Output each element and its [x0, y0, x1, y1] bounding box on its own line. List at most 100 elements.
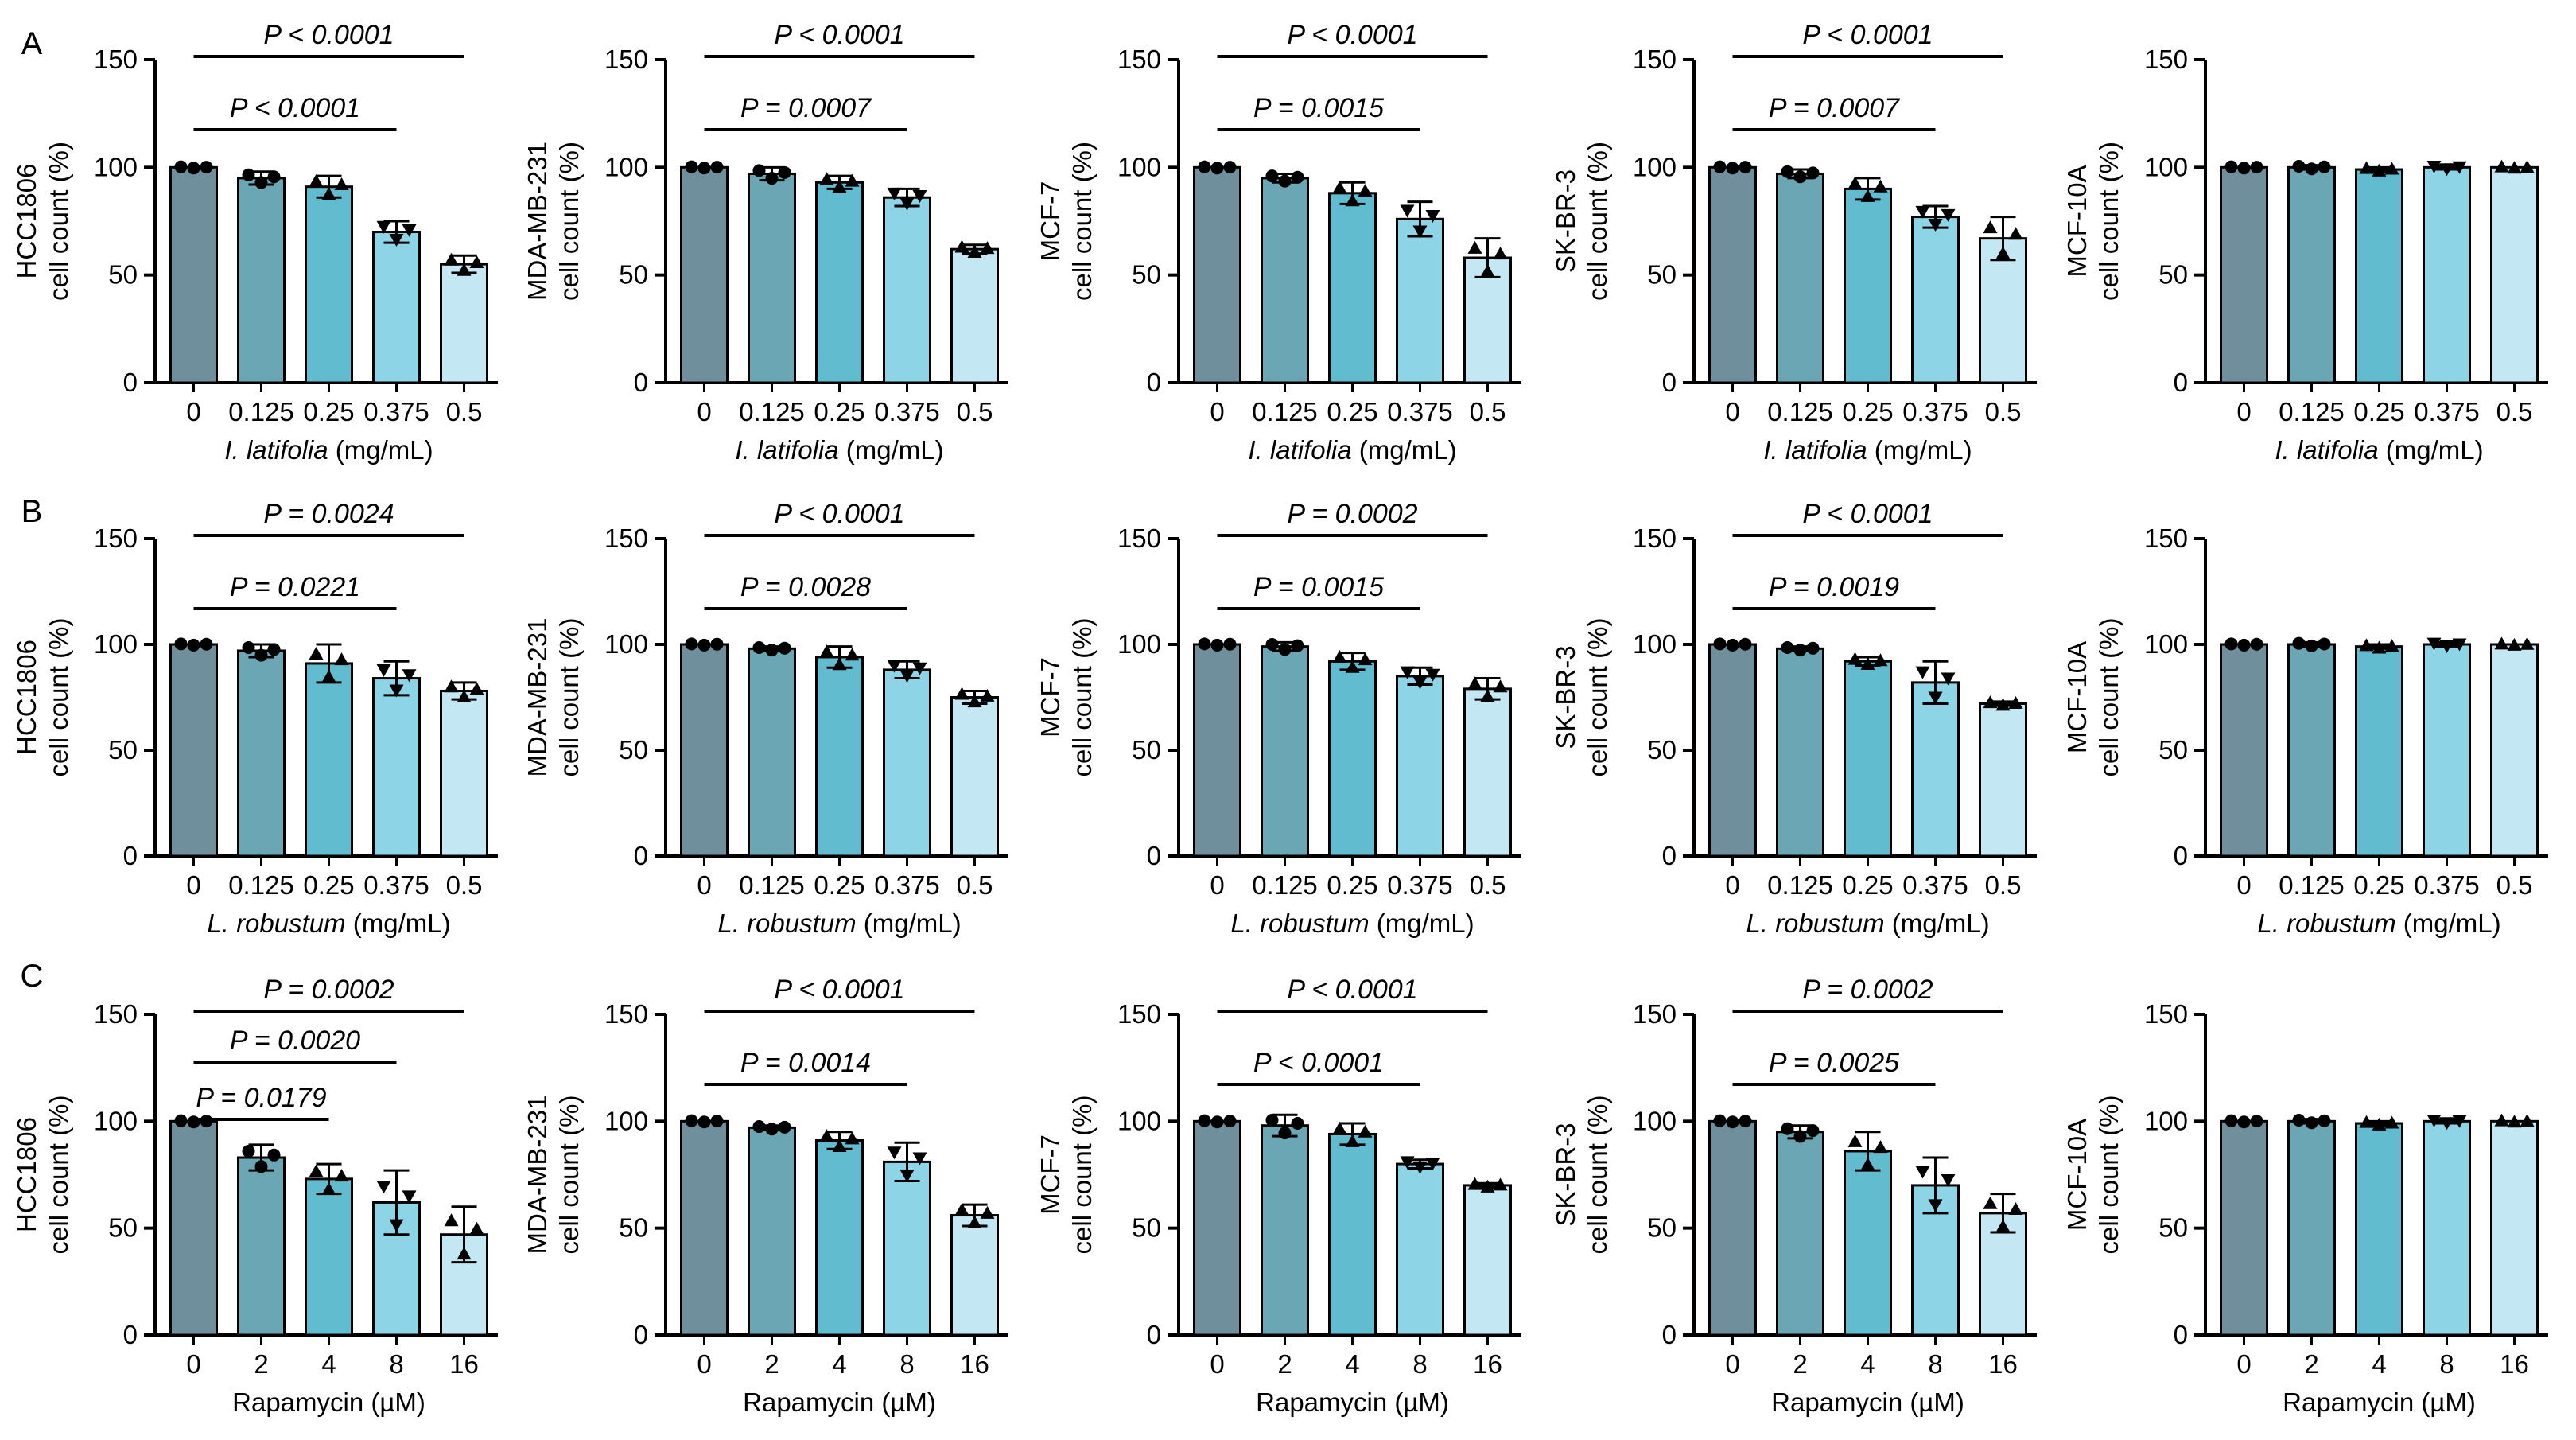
data-point [845, 173, 860, 187]
x-tick-label: 0.5 [1985, 870, 2022, 900]
data-point [899, 197, 915, 211]
significance-label: P < 0.0001 [1253, 1048, 1384, 1078]
bar-2 [2287, 1119, 2336, 1337]
x-tick-label: 0.25 [1327, 870, 1377, 900]
data-point [389, 234, 404, 247]
data-point [899, 670, 915, 683]
significance-label: P < 0.0001 [263, 20, 394, 50]
x-tick-label: 0.5 [1985, 397, 2022, 426]
data-point [832, 1139, 847, 1153]
x-axis-title-rest: (mg/mL) [328, 435, 433, 465]
bar-0.25 [2355, 168, 2403, 384]
data-point [1291, 1117, 1304, 1131]
bar-0.125 [1776, 647, 1824, 858]
x-tick-label: 16 [960, 1349, 989, 1379]
data-point [980, 688, 995, 702]
data-point [2452, 161, 2467, 174]
y-tick-label: 100 [94, 1106, 138, 1135]
x-tick-label: 0 [2236, 397, 2251, 426]
significance-label: P = 0.0028 [740, 572, 871, 602]
data-point [389, 684, 404, 698]
x-axis-title: Rapamycin (µM) [2283, 1387, 2476, 1417]
x-axis-title: Rapamycin (µM) [1771, 1387, 1964, 1417]
data-point [1847, 1134, 1863, 1147]
data-point [887, 660, 902, 673]
x-axis-title: Rapamycin (µM) [232, 1387, 425, 1417]
y-tick-label: 50 [1132, 260, 1161, 290]
data-point [899, 1170, 915, 1183]
x-axis-title-rest: (mg/mL) [1867, 435, 1972, 465]
y-tick-label: 150 [604, 999, 648, 1029]
data-point [402, 224, 417, 237]
x-tick-label: 0.125 [739, 397, 805, 426]
y-tick-label: 100 [1633, 152, 1677, 181]
data-point [954, 687, 969, 700]
data-point [1860, 657, 1875, 671]
data-point [469, 1221, 484, 1235]
bar-16 [1463, 1184, 1512, 1337]
data-point [1412, 225, 1428, 239]
data-point [1265, 638, 1279, 651]
data-point [1806, 1124, 1820, 1138]
y-axis-title-line2: cell count (%) [554, 1096, 584, 1255]
panel-mcf-10a-row2: 0 50 100 150 MCF-10A cell count (%) 0 2 4 8 16 Rapa… [2062, 999, 2548, 1417]
data-point [457, 689, 472, 702]
data-point [2507, 161, 2522, 174]
x-tick-label: 0.25 [303, 870, 354, 900]
y-tick-label: 150 [1117, 999, 1161, 1029]
y-tick-label: 0 [123, 841, 138, 870]
data-point [778, 165, 791, 179]
bar-0 [1193, 165, 1241, 384]
data-point [2008, 695, 2023, 709]
x-tick-label: 0 [1210, 870, 1224, 900]
x-axis-title-rest: Rapamycin (µM) [1256, 1387, 1449, 1417]
data-point [1928, 1199, 1943, 1212]
significance-label: P < 0.0001 [1287, 20, 1417, 50]
data-point [469, 255, 484, 268]
bar-0.125 [748, 172, 796, 384]
panel-mcf-10a-row1: 0 50 100 150 MCF-10A cell count (%) 0 0.125 0.25… [2062, 523, 2548, 938]
data-point [765, 172, 779, 185]
data-point [912, 1152, 927, 1166]
data-point [1941, 672, 1956, 686]
data-point [2008, 1202, 2023, 1216]
data-point [1358, 184, 1373, 197]
data-point [1793, 644, 1807, 657]
x-axis-title: I. latifolia (mg/mL) [1248, 435, 1456, 465]
y-tick-label: 150 [94, 999, 138, 1029]
y-axis-title-line2: cell count (%) [1583, 1096, 1612, 1255]
data-point [1425, 209, 1440, 223]
y-axis-title-line2: cell count (%) [2094, 618, 2123, 777]
y-axis-title-line1: MCF-7 [1035, 657, 1065, 738]
data-point [1983, 220, 1998, 234]
data-point [2224, 160, 2238, 173]
y-axis-title-line1: MCF-7 [1035, 1134, 1065, 1215]
data-point [2507, 1115, 2522, 1128]
x-axis-title-rest: Rapamycin (µM) [232, 1387, 425, 1417]
x-tick-label: 0.25 [814, 870, 864, 900]
x-axis-title: Rapamycin (µM) [1256, 1387, 1449, 1417]
x-tick-label: 0.5 [446, 397, 483, 426]
y-axis-title-line2: cell count (%) [1583, 618, 1612, 777]
data-point [1995, 246, 2011, 259]
data-point [242, 168, 255, 181]
data-point [254, 648, 268, 662]
x-tick-label: 0.125 [2279, 397, 2345, 426]
x-tick-label: 8 [1928, 1349, 1942, 1379]
x-tick-label: 0.375 [2414, 870, 2480, 900]
panel-sk-br-3-row1: 0 50 100 150 SK-BR-3 cell count (%) 0 0.125 0.25… [1551, 499, 2037, 938]
y-tick-label: 0 [123, 1320, 138, 1349]
data-point [1739, 161, 1752, 174]
x-tick-label: 0.125 [1252, 870, 1318, 900]
significance-label: P < 0.0001 [1802, 20, 1933, 50]
data-point [2359, 638, 2374, 652]
data-point [685, 1114, 698, 1127]
y-tick-label: 100 [2144, 1106, 2188, 1135]
data-point [1223, 161, 1237, 174]
data-point [402, 669, 417, 683]
data-point [200, 161, 213, 174]
data-point [187, 1115, 200, 1129]
data-point [1358, 1124, 1373, 1138]
data-point [376, 220, 391, 234]
